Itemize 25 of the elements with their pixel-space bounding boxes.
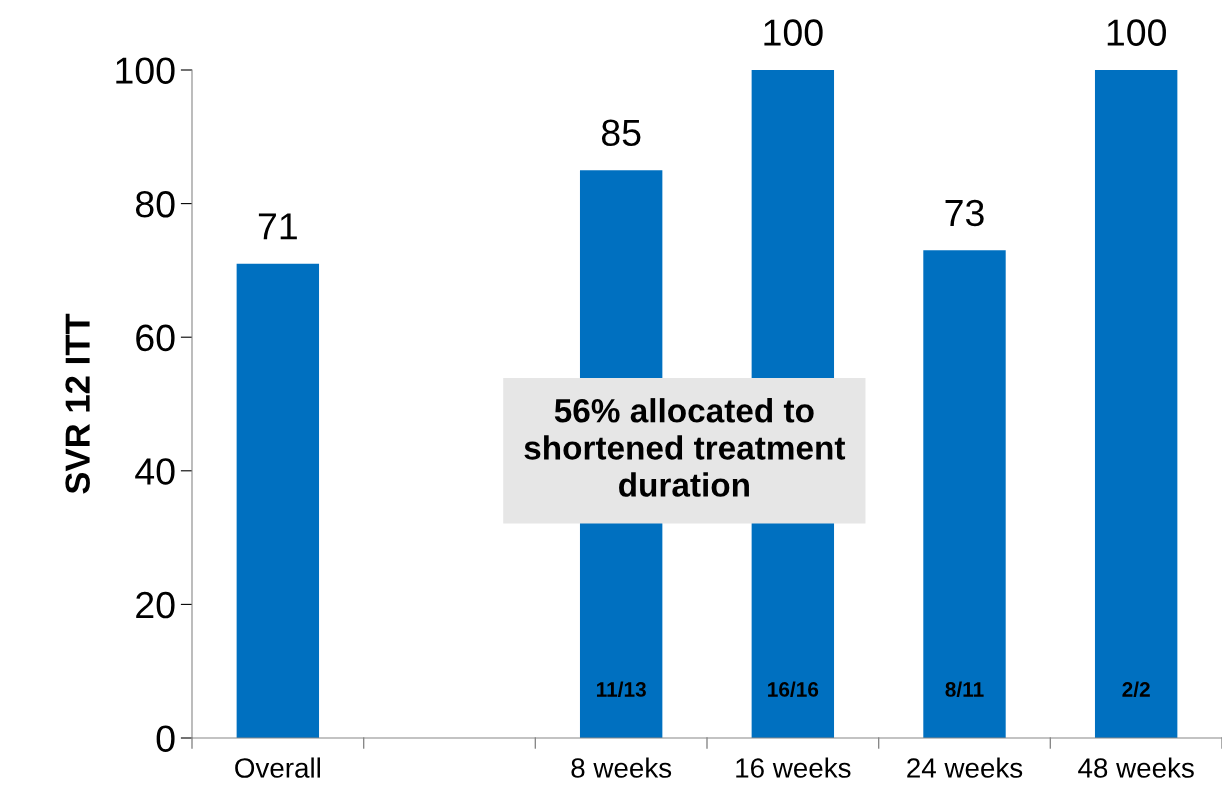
y-tick-label: 100 xyxy=(116,57,175,84)
x-tick-label: 8 weeks xyxy=(571,757,672,778)
y-tick-label: 20 xyxy=(136,591,175,619)
data-label: 85 xyxy=(601,119,641,147)
x-tick-label: 48 weeks xyxy=(1078,757,1194,778)
annotation: 2/2 xyxy=(1122,681,1150,698)
bar xyxy=(236,263,320,738)
data-label: 71 xyxy=(258,213,297,240)
data-label: 100 xyxy=(764,19,823,46)
x-tick-label: 16 weeks xyxy=(736,757,851,778)
y-tick-label: 60 xyxy=(136,324,175,352)
y-tick-label: 40 xyxy=(135,458,175,485)
y-axis-title: SVR 12 ITT xyxy=(65,313,90,494)
x-tick-label: Overall xyxy=(235,757,320,778)
annotation: 8/11 xyxy=(945,681,984,698)
bar xyxy=(1094,70,1178,738)
data-label: 73 xyxy=(945,199,984,227)
annotation: 56% allocated to shortened treatment duration xyxy=(524,398,846,497)
annotation: 11/13 xyxy=(596,681,646,698)
data-label: 100 xyxy=(1107,19,1166,46)
y-tick-label: 0 xyxy=(156,725,175,752)
annotation: 16/16 xyxy=(768,681,819,698)
y-tick-label: 80 xyxy=(135,191,175,218)
x-tick-label: 24 weeks xyxy=(907,757,1023,778)
bar xyxy=(923,250,1006,738)
